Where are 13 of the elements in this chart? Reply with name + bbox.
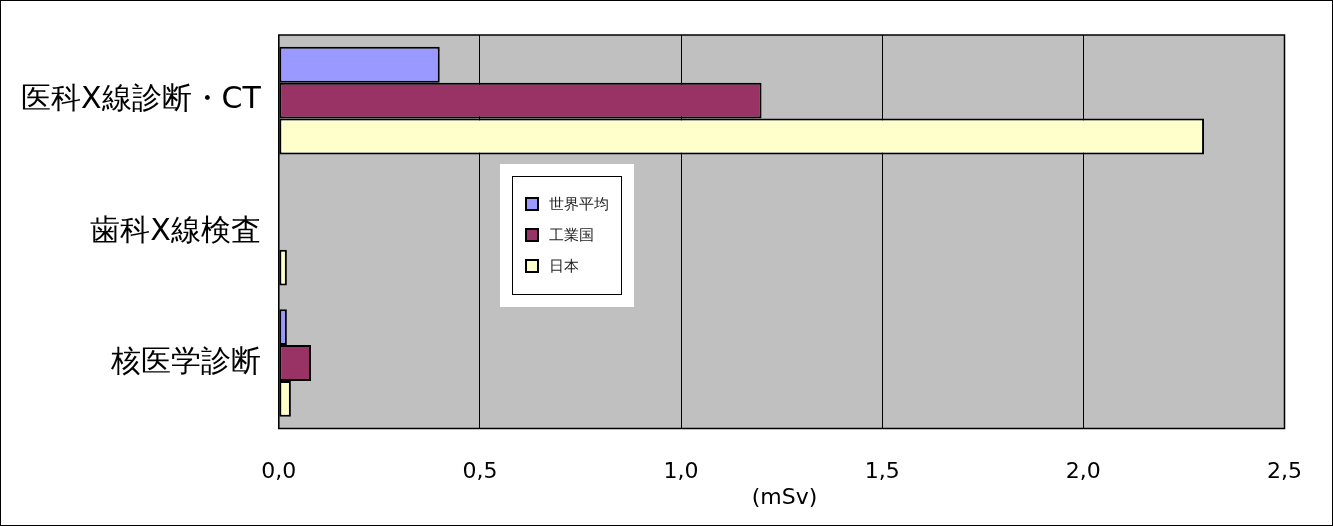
legend-label: 工業国	[549, 225, 595, 245]
x-tick-label: 2,5	[1267, 457, 1303, 483]
x-tick-label: 1,0	[663, 457, 699, 483]
legend-label: 世界平均	[549, 194, 610, 214]
x-tick-label: 2,0	[1065, 457, 1101, 483]
y-tick-label: 核医学診断	[109, 342, 261, 378]
x-axis-title: (mSv)	[751, 483, 818, 509]
x-tick-label: 0,5	[462, 457, 498, 483]
x-tick-label: 0,0	[261, 457, 297, 483]
y-tick-label: 医科X線診断・CT	[21, 80, 262, 116]
x-tick-label: 1,5	[864, 457, 900, 483]
y-tick-label: 歯科X線検査	[90, 211, 261, 247]
legend-label: 日本	[549, 256, 580, 276]
